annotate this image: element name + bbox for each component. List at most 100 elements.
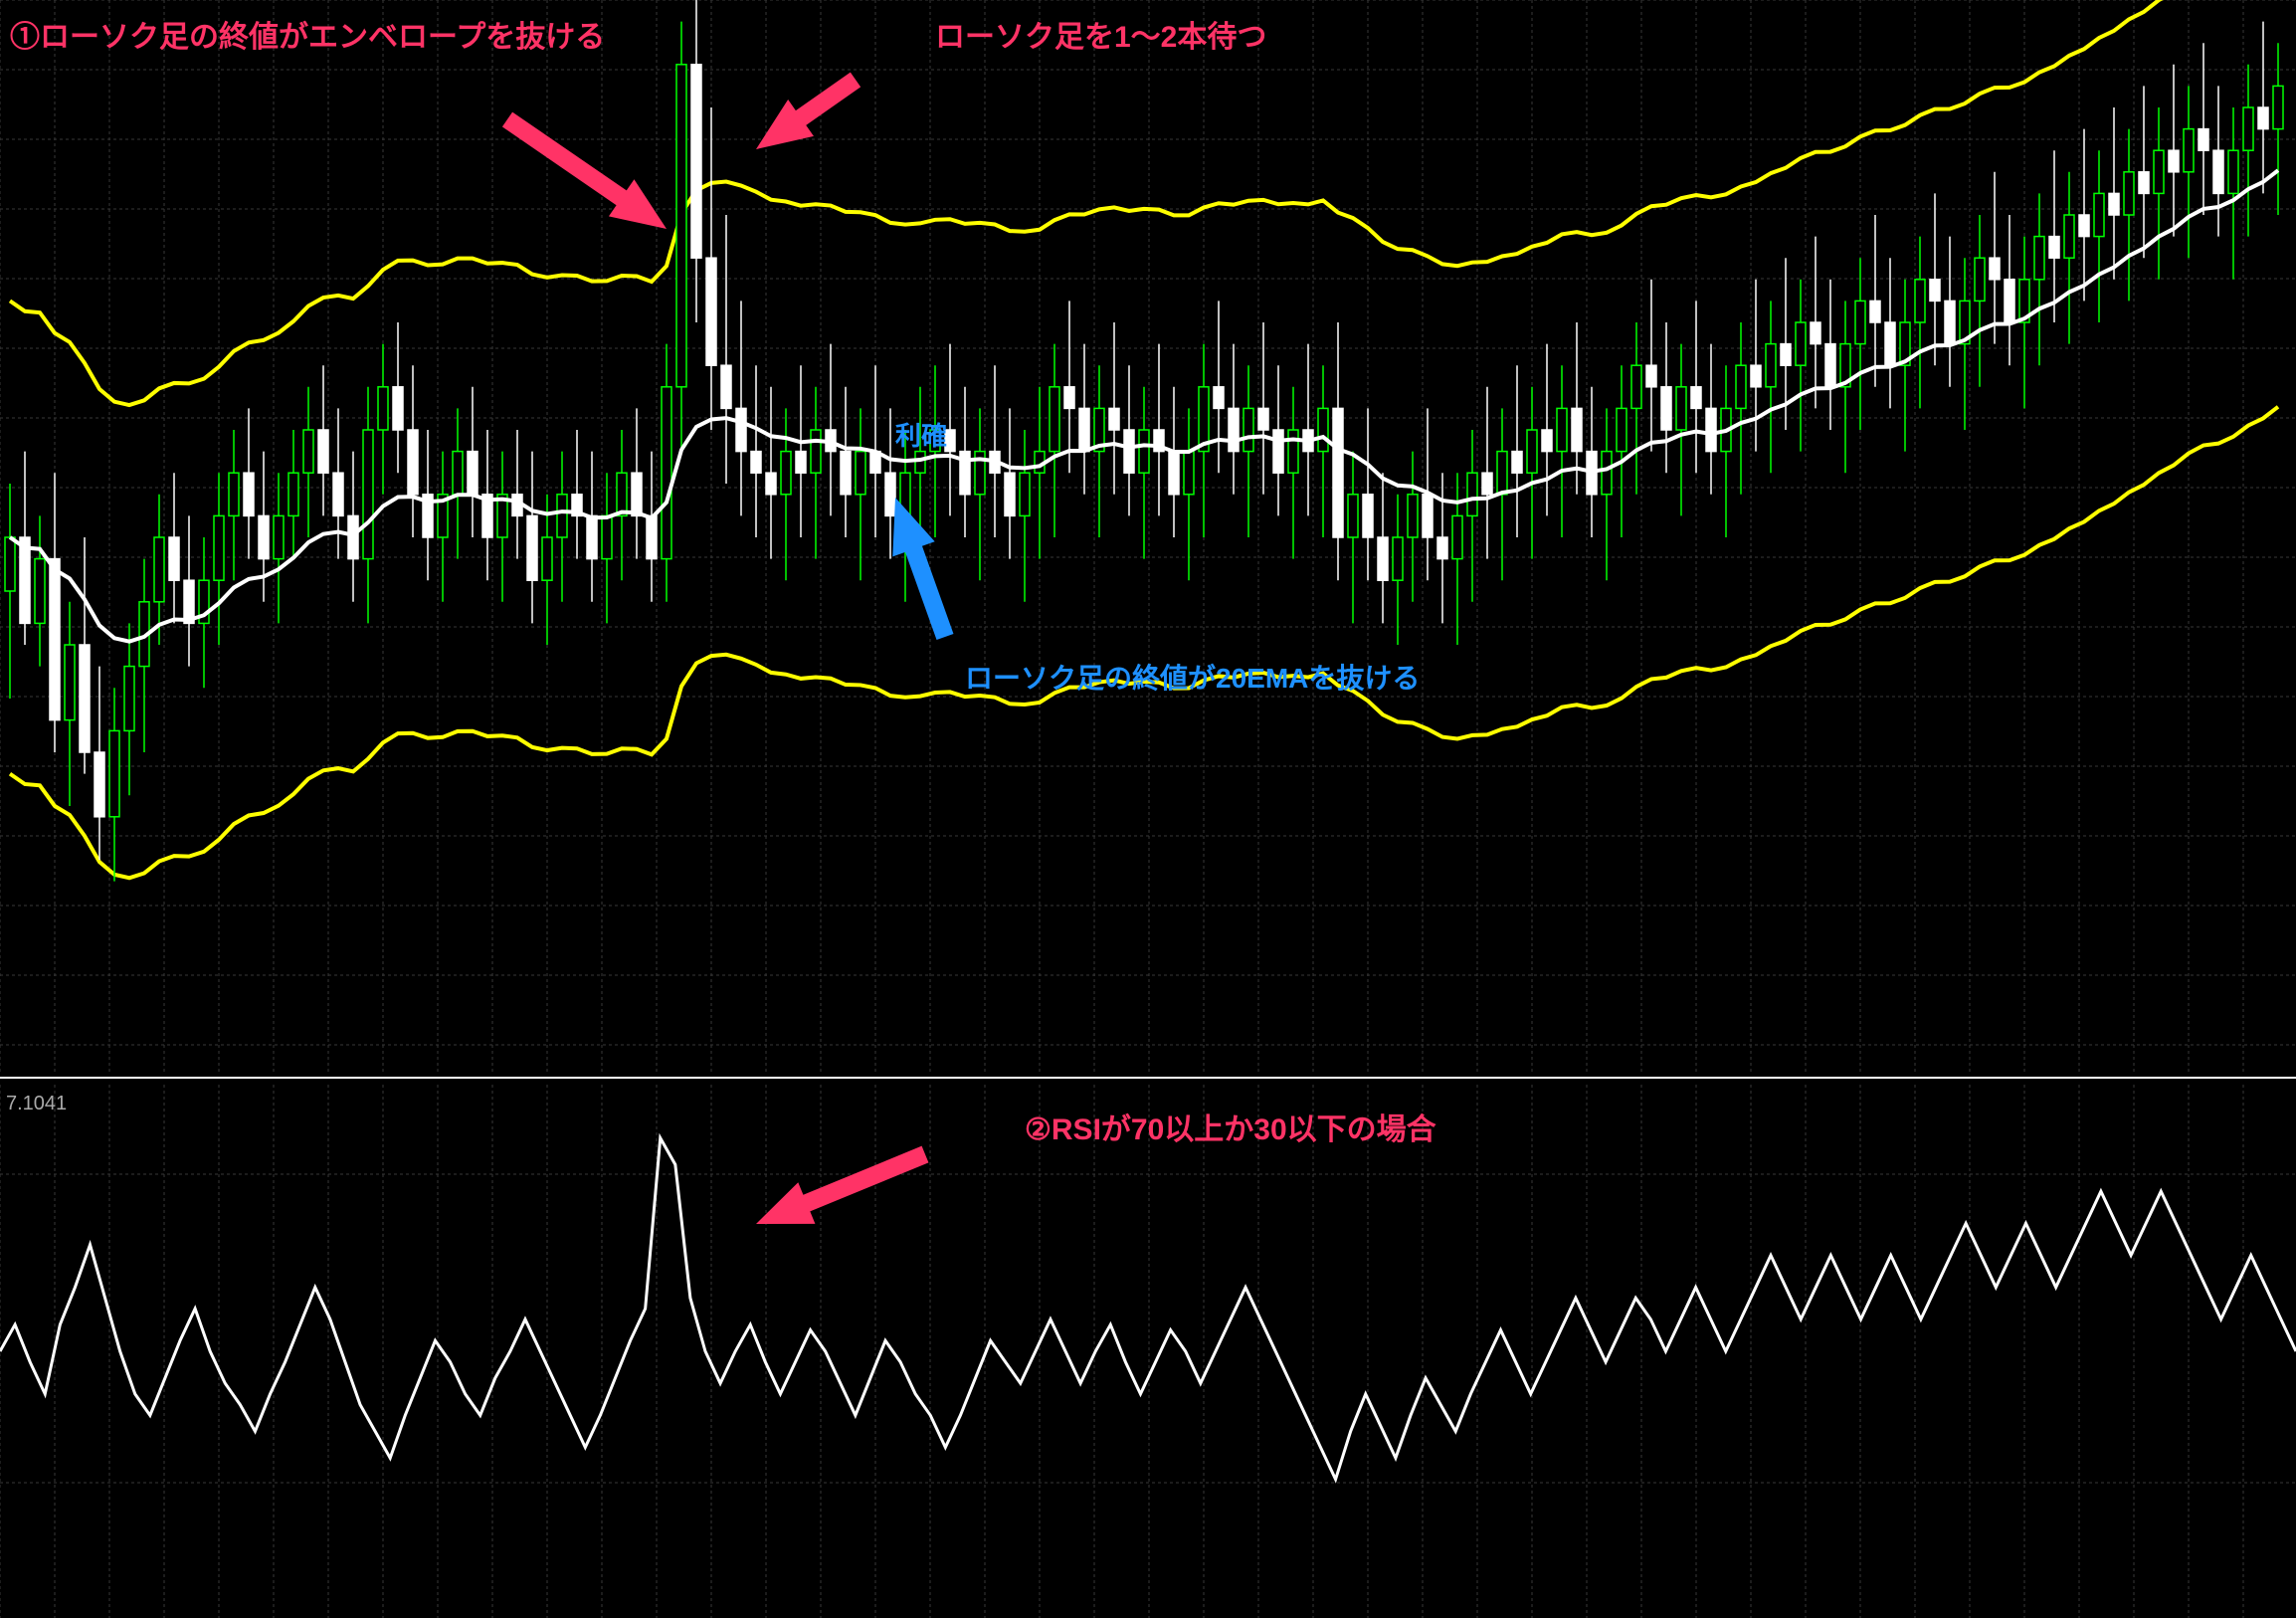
- candle-body: [1408, 495, 1418, 537]
- candle-body: [1751, 365, 1761, 387]
- candle-body: [2094, 193, 2104, 236]
- candle-body: [1676, 387, 1686, 430]
- candle-body: [885, 473, 895, 515]
- candle-body: [1527, 430, 1537, 473]
- candle-body: [557, 495, 567, 537]
- candle-body: [1557, 408, 1567, 451]
- indicator-label: 7.1041: [6, 1093, 67, 1114]
- candle-body: [1393, 537, 1403, 580]
- candle-body: [363, 430, 373, 559]
- candle-body: [2124, 172, 2134, 215]
- candle-body: [1870, 301, 1880, 322]
- candle-body: [856, 452, 865, 495]
- candle-body: [542, 537, 552, 580]
- chart-container: 7.1041 ①ローソク足の終値がエンベロープを抜ける ローソク足を1～2本待つ利…: [0, 0, 2296, 1618]
- candle-body: [587, 515, 597, 558]
- candle-body: [453, 452, 463, 495]
- candle-body: [1169, 452, 1179, 495]
- candle-body: [244, 473, 254, 515]
- candle-body: [1631, 365, 1641, 408]
- candle-body: [169, 537, 179, 580]
- annotation-text: ①ローソク足の終値がエンベロープを抜ける: [10, 12, 605, 56]
- candle-body: [35, 559, 45, 624]
- candle-body: [1691, 387, 1701, 409]
- candle-body: [1244, 408, 1253, 451]
- candle-body: [1214, 387, 1224, 409]
- candle-body: [393, 387, 403, 430]
- candle-body: [781, 452, 791, 495]
- candle-body: [95, 752, 104, 817]
- candle-body: [2005, 280, 2014, 322]
- candle-body: [1318, 408, 1328, 451]
- candle-body: [333, 473, 343, 515]
- candle-body: [5, 537, 15, 591]
- candle-body: [124, 667, 134, 731]
- candle-body: [691, 65, 701, 258]
- candle-body: [2049, 237, 2059, 259]
- candle-body: [1497, 452, 1507, 495]
- candle-body: [274, 515, 284, 558]
- candle-body: [65, 645, 75, 720]
- chart-svg: 7.1041: [0, 0, 2296, 1618]
- candle-body: [2064, 215, 2074, 258]
- candle-body: [1229, 408, 1239, 451]
- candle-body: [632, 473, 642, 515]
- annotation-text: 利確: [895, 416, 947, 453]
- candle-body: [1050, 387, 1059, 452]
- candle-body: [1437, 537, 1447, 559]
- candle-body: [527, 515, 537, 580]
- candle-body: [1005, 473, 1015, 515]
- candle-body: [408, 430, 418, 495]
- candle-body: [2139, 172, 2149, 194]
- candle-body: [214, 515, 224, 580]
- candle-body: [468, 452, 478, 495]
- candle-body: [706, 258, 716, 365]
- candle-body: [1288, 430, 1298, 473]
- candle-body: [348, 515, 358, 558]
- candle-body: [1885, 322, 1895, 365]
- candle-body: [1811, 322, 1820, 344]
- candle-body: [1646, 365, 1656, 387]
- candle-body: [915, 452, 925, 474]
- candle-body: [2184, 129, 2194, 172]
- candle-body: [1736, 365, 1746, 408]
- annotation-text: ローソク足の終値が20EMAを抜ける: [965, 657, 1420, 697]
- candle-body: [1064, 387, 1074, 409]
- candle-body: [1975, 258, 1985, 301]
- candle-body: [1990, 258, 2000, 280]
- candle-body: [1258, 408, 1268, 430]
- candle-body: [1079, 408, 1089, 451]
- candle-body: [2243, 107, 2253, 150]
- candle-body: [1139, 430, 1149, 473]
- candle-body: [751, 452, 761, 474]
- candle-body: [20, 537, 30, 623]
- candle-body: [2228, 150, 2238, 193]
- candle-body: [1781, 344, 1791, 366]
- candle-body: [288, 473, 298, 515]
- candle-body: [1766, 344, 1776, 387]
- candle-body: [1542, 430, 1552, 452]
- candle-body: [1467, 473, 1477, 515]
- candle-body: [2273, 86, 2283, 128]
- candle-body: [1945, 301, 1955, 343]
- candle-body: [1273, 430, 1283, 473]
- annotation-text: ローソク足を1～2本待つ: [935, 12, 1266, 56]
- candle-body: [1661, 387, 1671, 430]
- candle-body: [602, 515, 612, 558]
- candle-body: [1348, 495, 1358, 537]
- candle-body: [1855, 301, 1865, 343]
- candle-body: [721, 365, 731, 408]
- candle-body: [229, 473, 239, 515]
- candle-body: [303, 430, 313, 473]
- candle-body: [259, 515, 269, 558]
- candle-body: [2154, 150, 2164, 193]
- candle-body: [2213, 150, 2223, 193]
- candle-body: [736, 408, 746, 451]
- candle-body: [766, 473, 776, 495]
- candle-body: [796, 452, 806, 474]
- candle-body: [676, 65, 686, 387]
- candle-body: [2199, 129, 2208, 151]
- candle-body: [1452, 515, 1462, 558]
- candle-body: [1482, 473, 1492, 495]
- candle-body: [154, 537, 164, 602]
